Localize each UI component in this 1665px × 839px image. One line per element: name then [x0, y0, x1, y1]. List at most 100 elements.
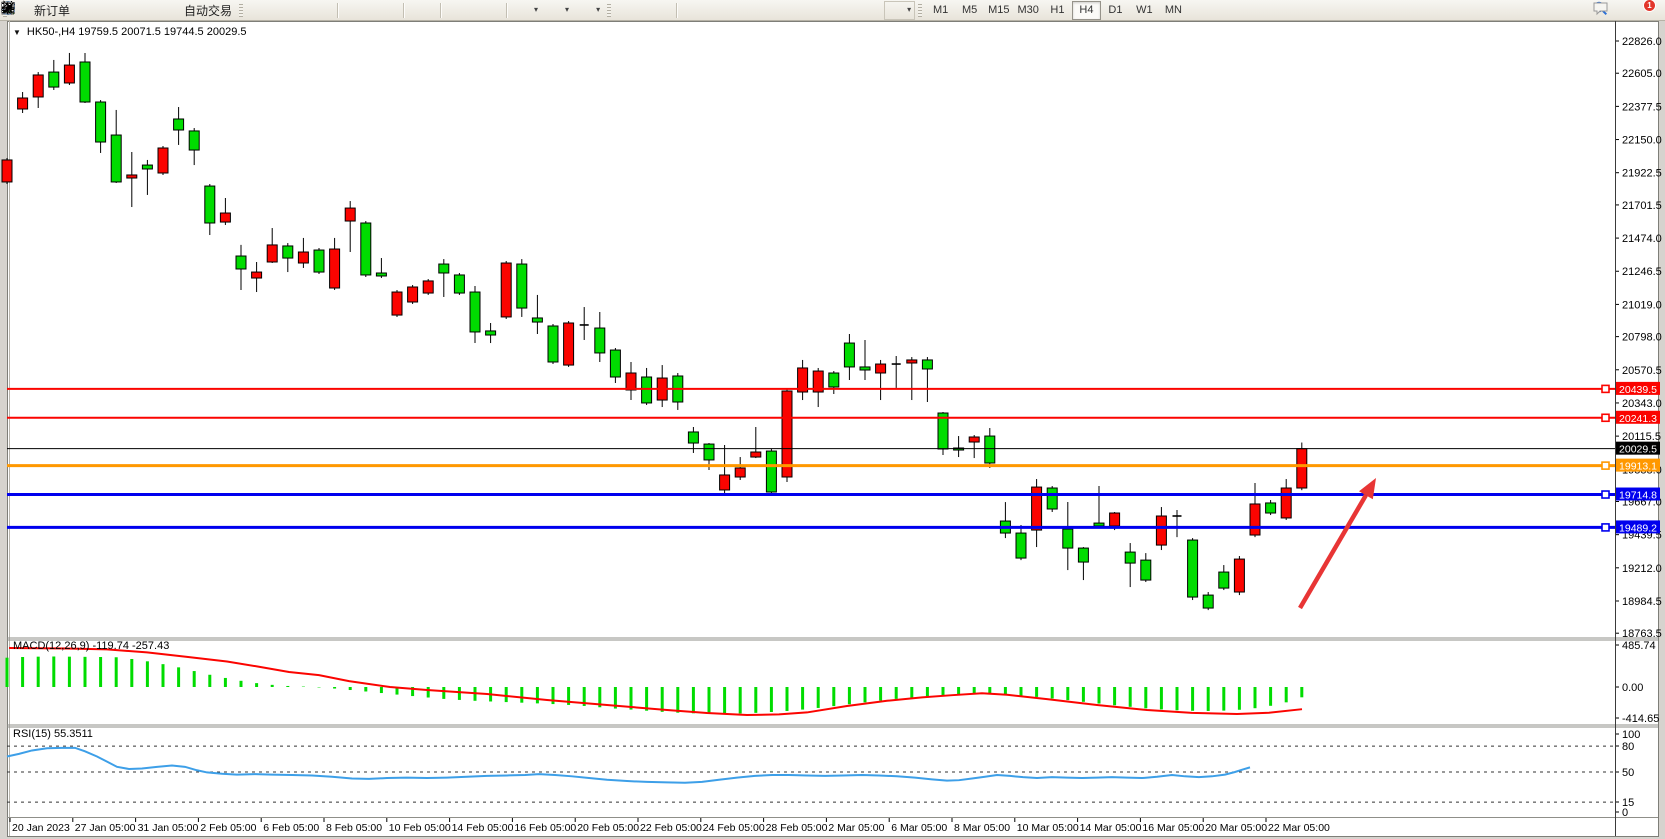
vertical-line-button[interactable]: [7, 1, 710, 20]
time-tick-label: 14 Feb 05:00: [452, 822, 514, 834]
line-drag-handle[interactable]: [1601, 413, 1610, 423]
candle: [32, 72, 44, 108]
horizontal-line-object[interactable]: 20439.5: [7, 381, 1660, 396]
time-tick-label: 2 Mar 05:00: [828, 822, 884, 834]
horizontal-line-button[interactable]: [2, 1, 739, 20]
candle: [812, 367, 824, 408]
candle-body: [1233, 558, 1245, 593]
time-tick-label: 22 Mar 05:00: [1268, 822, 1330, 834]
price-tick-label: 19212.0: [1622, 563, 1662, 575]
auto-scroll-button[interactable]: [1, 1, 474, 20]
timeframe-m30-button[interactable]: M30: [1014, 1, 1043, 20]
charts-button[interactable]: [1, 1, 132, 20]
line-drag-handle[interactable]: [1601, 490, 1610, 499]
timeframe-w1-button[interactable]: W1: [1130, 1, 1159, 20]
candle-body: [204, 185, 216, 224]
templates-button[interactable]: ▾: [1, 1, 604, 20]
rsi-tick-label: 15: [1622, 797, 1634, 809]
metaeditor-button[interactable]: [2, 1, 103, 20]
candle: [266, 228, 278, 264]
candle: [1265, 500, 1277, 516]
zoom-out-button[interactable]: [1, 1, 400, 20]
toolbar-grip[interactable]: [918, 3, 923, 17]
new-order-icon: [1, 1, 31, 18]
trendline-button[interactable]: [2, 1, 768, 20]
horizontal-line-object[interactable]: 20029.5: [7, 441, 1660, 456]
timeframe-h4-button-label: H4: [1079, 4, 1094, 16]
chart-title: ▼ HK50-,H4 19759.5 20071.5 19744.5 20029…: [13, 26, 247, 38]
candle-body: [32, 74, 44, 98]
candle-body: [843, 342, 855, 368]
chevron-down-icon: ▾: [596, 5, 601, 14]
timeframe-d1-button[interactable]: D1: [1101, 1, 1130, 20]
cursor-button[interactable]: [3, 0, 644, 20]
alerts-button[interactable]: [1, 1, 161, 20]
timeframe-m5-button[interactable]: M5: [955, 1, 984, 20]
candle-body: [1280, 487, 1292, 519]
zoom-in-button[interactable]: [1, 1, 371, 20]
equidistant-channel-button[interactable]: E: [1, 1, 797, 20]
chevron-down-icon: ▾: [565, 5, 570, 14]
timeframe-m1-button-label: M1: [932, 4, 949, 16]
rsi-tick-label: 100: [1622, 729, 1640, 741]
candle: [1187, 538, 1199, 601]
candle-body: [282, 245, 294, 259]
candle: [891, 356, 901, 388]
crosshair-button[interactable]: [1, 1, 673, 20]
new-order-button[interactable]: 新订单: [1, 1, 74, 20]
timeframe-mn-button[interactable]: MN: [1159, 1, 1188, 20]
horizontal-line-object[interactable]: 20241.3: [7, 410, 1660, 425]
fibonacci-button[interactable]: F: [2, 1, 826, 20]
candle-body: [625, 372, 637, 391]
text-label-icon: T: [1, 2, 878, 18]
periods-button[interactable]: ▾: [1, 1, 573, 20]
chart-shift-button[interactable]: [1, 1, 503, 20]
candle-body: [609, 349, 621, 378]
timeframe-h4-button[interactable]: H4: [1071, 0, 1101, 20]
indicators-button[interactable]: ▾: [1, 1, 542, 20]
candle-body: [313, 249, 325, 273]
text-button[interactable]: A: [4, 1, 855, 20]
notifications-button[interactable]: 1: [1593, 0, 1660, 20]
candle: [1233, 556, 1245, 596]
symbol-dropdown-icon[interactable]: ▼: [13, 27, 21, 37]
candle-body: [812, 370, 824, 393]
text-icon: A: [4, 2, 849, 18]
candlestick-chart-button[interactable]: [2, 1, 305, 20]
text-label-button[interactable]: T: [1, 1, 884, 20]
arrows-button[interactable]: ▾: [3, 0, 916, 20]
toolbar-grip[interactable]: [607, 3, 612, 17]
zoom-in-icon: [1, 1, 365, 18]
line-drag-handle[interactable]: [1601, 461, 1610, 470]
horizontal-line-object[interactable]: 19913.1: [7, 458, 1660, 473]
time-tick-label: 14 Mar 05:00: [1080, 822, 1142, 834]
candle-body: [1140, 559, 1152, 581]
line-drag-handle[interactable]: [1601, 523, 1610, 532]
horizontal-line-object[interactable]: 19714.8: [7, 487, 1660, 502]
line-chart-button[interactable]: [1, 1, 334, 20]
toolbar-grip[interactable]: [239, 3, 244, 17]
time-tick-label: 31 Jan 05:00: [138, 822, 199, 834]
candle: [219, 197, 231, 225]
tile-windows-button[interactable]: [2, 1, 437, 20]
candle-body: [828, 372, 840, 388]
trend-arrow[interactable]: [1298, 478, 1376, 610]
timeframe-h1-button[interactable]: H1: [1043, 1, 1072, 20]
templates-icon: [1, 2, 593, 18]
price-line-label-box: [1616, 410, 1660, 424]
candle: [625, 361, 637, 401]
candle: [110, 109, 122, 183]
candle-body: [719, 474, 731, 491]
bar-chart-button[interactable]: [2, 1, 276, 20]
autotrading-button[interactable]: 自动交易: [1, 1, 236, 20]
timeframe-m15-button[interactable]: M15: [984, 1, 1013, 20]
timeframe-mn-button-label: MN: [1164, 4, 1182, 16]
timeframe-m1-button[interactable]: M1: [926, 1, 955, 20]
toolbar-right-group: 1: [1592, 0, 1660, 20]
candle-body: [126, 174, 138, 179]
line-drag-handle[interactable]: [1601, 384, 1610, 394]
candle: [781, 388, 793, 482]
candle-body: [95, 101, 107, 143]
chart-title-text: HK50-,H4 19759.5 20071.5 19744.5 20029.5: [26, 26, 247, 38]
